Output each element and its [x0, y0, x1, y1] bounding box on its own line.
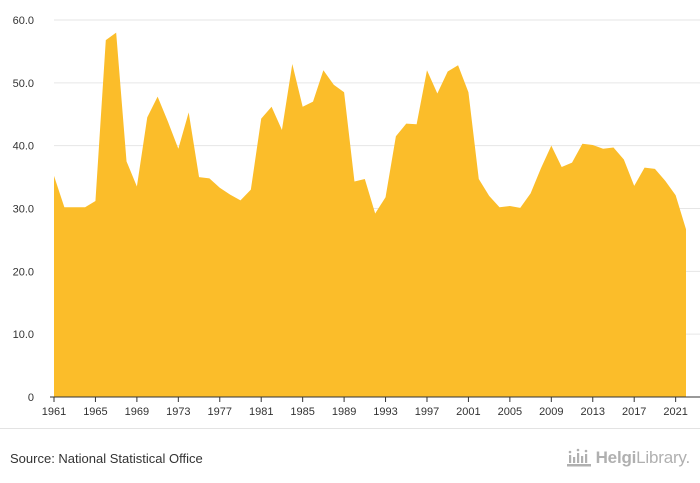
- x-tick-label: 2001: [456, 406, 480, 418]
- x-tick-label: 1973: [166, 406, 190, 418]
- y-tick-label: 20.0: [13, 266, 34, 278]
- x-tick-label: 1993: [373, 406, 397, 418]
- x-tick-label: 1977: [208, 406, 232, 418]
- helgi-library-logo[interactable]: HelgiLibrary.: [566, 448, 690, 468]
- x-tick-label: 1989: [332, 406, 356, 418]
- y-axis-tick-labels: 0 10.0 20.0 30.0 40.0 50.0 60.0: [13, 15, 34, 404]
- x-tick-label: 1965: [83, 406, 107, 418]
- y-tick-label: 50.0: [13, 78, 34, 90]
- x-tick-label: 1981: [249, 406, 273, 418]
- x-tick-label: 2013: [581, 406, 605, 418]
- x-tick-label: 1985: [290, 406, 314, 418]
- x-tick-label: 2009: [539, 406, 563, 418]
- footer-divider: [0, 428, 700, 429]
- x-tick-label: 2017: [622, 406, 646, 418]
- brand-name: HelgiLibrary.: [595, 448, 691, 467]
- source-note: Source: National Statistical Office: [10, 451, 203, 466]
- y-tick-label: 30.0: [13, 204, 34, 216]
- x-axis-tick-labels: 1961 1965 1969 1973 1977 1981 1985 1989 1993 1997…: [42, 397, 688, 418]
- x-tick-label: 1969: [125, 406, 149, 418]
- area-series: [54, 32, 686, 397]
- x-tick-label: 2005: [498, 406, 522, 418]
- x-tick-label: 1961: [42, 406, 66, 418]
- x-tick-label: 1997: [415, 406, 439, 418]
- y-tick-label: 10.0: [13, 329, 34, 341]
- x-tick-label: 2021: [663, 406, 687, 418]
- library-building-icon: [566, 448, 591, 467]
- y-tick-label: 60.0: [13, 15, 34, 27]
- y-tick-label: 40.0: [13, 141, 34, 153]
- y-tick-label: 0: [28, 392, 34, 404]
- area-chart: 010.020.030.040.050.060.0 1961 1965 1969 19…: [13, 15, 700, 418]
